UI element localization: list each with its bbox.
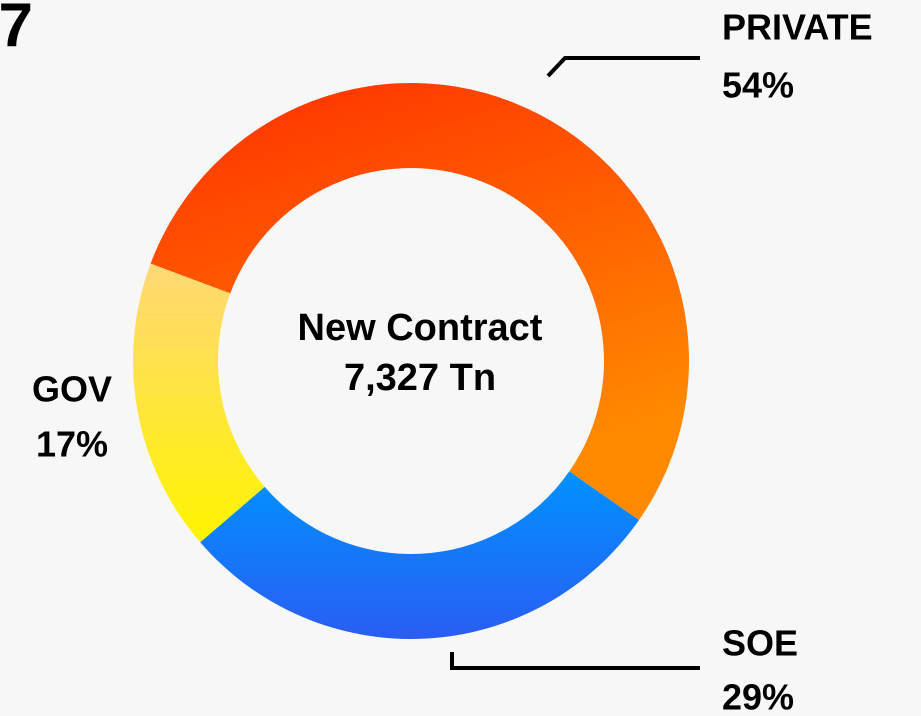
category-label: PRIVATE: [722, 7, 873, 48]
donut-segment: [132, 263, 265, 543]
value-label: 29%: [722, 677, 794, 716]
leader-line: [450, 652, 700, 670]
donut-segment: [150, 83, 690, 521]
value-label: 54%: [722, 65, 794, 106]
value-label: 17%: [36, 424, 108, 465]
category-label: GOV: [32, 369, 112, 410]
center-label: New Contract: [298, 307, 543, 349]
leader-line: [546, 56, 700, 78]
category-label: SOE: [722, 623, 798, 664]
center-label: 7,327 Tn: [344, 357, 496, 399]
donut-segment: [200, 471, 640, 640]
chart-title: 17: [0, 0, 33, 60]
